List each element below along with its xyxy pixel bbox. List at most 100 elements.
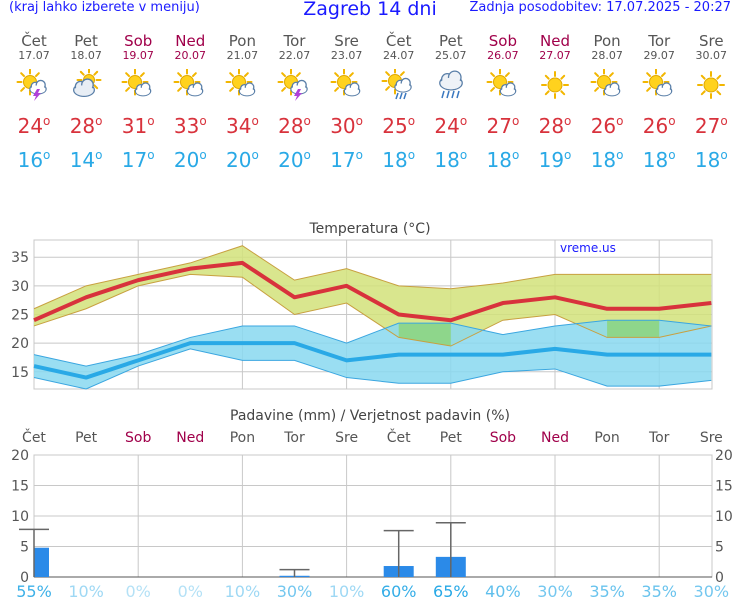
day-label: Ned	[541, 430, 569, 446]
low-temperature: 20o	[269, 143, 321, 172]
sun-cloud-rain-icon	[381, 69, 412, 100]
day-column: Pon 21.07 34o 20o	[216, 33, 268, 172]
sun-small-cloud-icon	[590, 69, 621, 97]
day-label: Pon	[230, 430, 255, 446]
menu-hint[interactable]: (kraj lahko izberete v meniju)	[9, 0, 200, 15]
band-overlap	[398, 323, 451, 347]
high-temperature: 27o	[685, 109, 737, 138]
low-temperature: 16o	[8, 143, 60, 172]
degree-sign: o	[564, 114, 572, 128]
day-name: Ned	[175, 32, 206, 50]
degree-sign: o	[199, 114, 207, 128]
day-label: Čet	[387, 428, 411, 446]
day-date: 28.07	[591, 49, 623, 62]
day-name: Sob	[488, 32, 517, 50]
day-column: Sob 26.07 27o 18o	[477, 33, 529, 172]
sun-small-cloud-icon	[642, 69, 673, 97]
low-temperature: 17o	[321, 143, 373, 172]
day-name: Tor	[648, 32, 671, 50]
high-value: 26	[642, 114, 669, 138]
degree-sign: o	[407, 148, 416, 162]
low-band	[34, 320, 712, 389]
last-update: Zadnja posodobitev: 17.07.2025 - 20:27	[469, 0, 731, 15]
low-value: 18	[434, 148, 460, 172]
low-value: 20	[278, 148, 304, 172]
y-tick-label: 25	[11, 308, 29, 324]
precipitation-probability: 30%	[694, 582, 730, 600]
day-label: Pet	[75, 430, 98, 446]
day-date: 23.07	[330, 49, 363, 62]
low-value: 14	[69, 148, 96, 172]
low-temperature: 18o	[373, 143, 425, 172]
low-temperature: 18o	[477, 143, 529, 172]
degree-sign: o	[303, 148, 311, 162]
low-temperature: 14o	[60, 143, 112, 172]
sun-cloud-lightning-icon	[16, 69, 47, 101]
partly-cloudy-icon	[73, 69, 102, 97]
low-temperature: 17o	[112, 143, 164, 172]
low-temperature-line	[33, 341, 712, 380]
degree-sign: o	[147, 148, 155, 162]
high-value: 25	[382, 114, 408, 138]
low-temperature: 18o	[685, 143, 737, 172]
high-value: 30	[330, 114, 356, 138]
sun-cloud-lightning-icon	[277, 69, 308, 101]
day-column: Čet 24.07 25o 18o	[373, 33, 425, 172]
high-temperature: 26o	[633, 109, 685, 138]
high-temperature: 28o	[529, 109, 581, 138]
day-column: Tor 29.07 26o 18o	[633, 33, 685, 172]
precipitation-error-bar	[383, 529, 414, 577]
precipitation-probability: 10%	[225, 582, 261, 600]
low-value: 18	[642, 148, 669, 172]
day-date: 29.07	[643, 49, 675, 62]
day-column: Sre 23.07 30o 17o	[321, 33, 373, 172]
low-value: 18	[382, 148, 408, 172]
high-temperature: 24o	[8, 109, 60, 138]
degree-sign: o	[43, 114, 51, 128]
degree-sign: o	[199, 148, 207, 162]
degree-sign: o	[251, 114, 259, 128]
low-band-upper-edge	[33, 319, 712, 367]
chart-title: Temperatura (°C)	[308, 221, 430, 237]
high-temperature: 28o	[269, 109, 321, 138]
day-label: Pet	[440, 430, 463, 446]
precipitation-probability: 60%	[381, 582, 417, 600]
precipitation-probability: 0%	[126, 582, 151, 600]
day-date: 21.07	[226, 49, 259, 62]
day-name: Sob	[124, 32, 153, 50]
day-label: Ned	[176, 430, 204, 446]
precipitation-error-bar	[19, 528, 49, 577]
day-date: 19.07	[122, 49, 154, 62]
degree-sign: o	[616, 114, 624, 128]
precipitation-chart: Padavine (mm) / Verjetnost padavin (%) Če…	[11, 408, 733, 600]
day-column: Čet 17.07 24o 16o	[8, 33, 60, 172]
low-value: 16	[17, 148, 44, 172]
y-tick-label-right: 10	[715, 509, 733, 525]
day-date: 30.07	[695, 49, 728, 62]
day-name: Ned	[540, 32, 570, 50]
day-column: Pet 18.07 28o 14o	[60, 33, 112, 173]
degree-sign: o	[407, 114, 416, 128]
degree-sign: o	[720, 148, 728, 162]
high-value: 27	[694, 114, 721, 138]
high-temperature: 25o	[373, 109, 425, 138]
degree-sign: o	[147, 114, 155, 128]
day-label: Sob	[125, 430, 151, 446]
degree-sign: o	[251, 148, 259, 162]
degree-sign: o	[720, 114, 728, 128]
high-temperature: 33o	[164, 109, 216, 138]
precipitation-probability: 40%	[485, 582, 521, 600]
high-value: 28	[538, 114, 565, 138]
watermark: vreme.us	[560, 241, 616, 255]
degree-sign: o	[95, 148, 103, 162]
high-value: 27	[486, 114, 512, 138]
cloud-rain-icon	[438, 70, 463, 99]
header: (kraj lahko izberete v meniju) Zagreb 14…	[0, 0, 740, 22]
day-name: Pon	[228, 32, 256, 50]
low-value: 17	[330, 148, 356, 172]
low-temperature: 18o	[633, 143, 685, 172]
high-temperature: 28o	[60, 109, 112, 138]
low-temperature: 18o	[581, 143, 633, 172]
degree-sign: o	[616, 148, 624, 162]
day-label: Sre	[700, 430, 723, 446]
